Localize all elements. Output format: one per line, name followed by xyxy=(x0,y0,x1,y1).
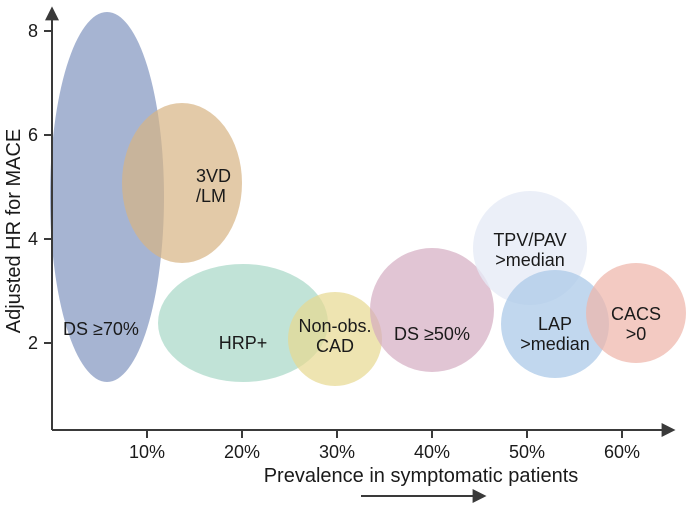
bubble-label-3vd_lm: 3VD/LM xyxy=(196,166,231,206)
bubble-label-ds70: DS ≥70% xyxy=(63,319,139,339)
y-tick-label: 4 xyxy=(28,229,38,249)
bubble-label-hrp: HRP+ xyxy=(219,333,268,353)
y-axis-title: Adjusted HR for MACE xyxy=(3,129,25,334)
x-axis: 10% 20% 30% 40% 50% 60% xyxy=(52,430,670,462)
x-tick-label: 60% xyxy=(604,442,640,462)
x-tick-label: 20% xyxy=(224,442,260,462)
x-tick-label: 40% xyxy=(414,442,450,462)
x-tick-label: 30% xyxy=(319,442,355,462)
y-tick-label: 2 xyxy=(28,333,38,353)
hr-vs-prevalence-bubble-chart: 2 4 6 8 10% 20% 30% 40% 50% 60% DS ≥70% 3VD/LM HRP… xyxy=(0,0,700,509)
y-axis: 2 4 6 8 xyxy=(28,12,52,430)
bubble-ds50 xyxy=(370,248,494,372)
bubble-label-ds50: DS ≥50% xyxy=(394,324,470,344)
x-tick-label: 10% xyxy=(129,442,165,462)
y-tick-label: 6 xyxy=(28,125,38,145)
x-axis-title: Prevalence in symptomatic patients xyxy=(264,465,579,487)
bubble-label-tpv_pav: TPV/PAV>median xyxy=(493,230,566,270)
y-tick-label: 8 xyxy=(28,21,38,41)
x-tick-label: 50% xyxy=(509,442,545,462)
